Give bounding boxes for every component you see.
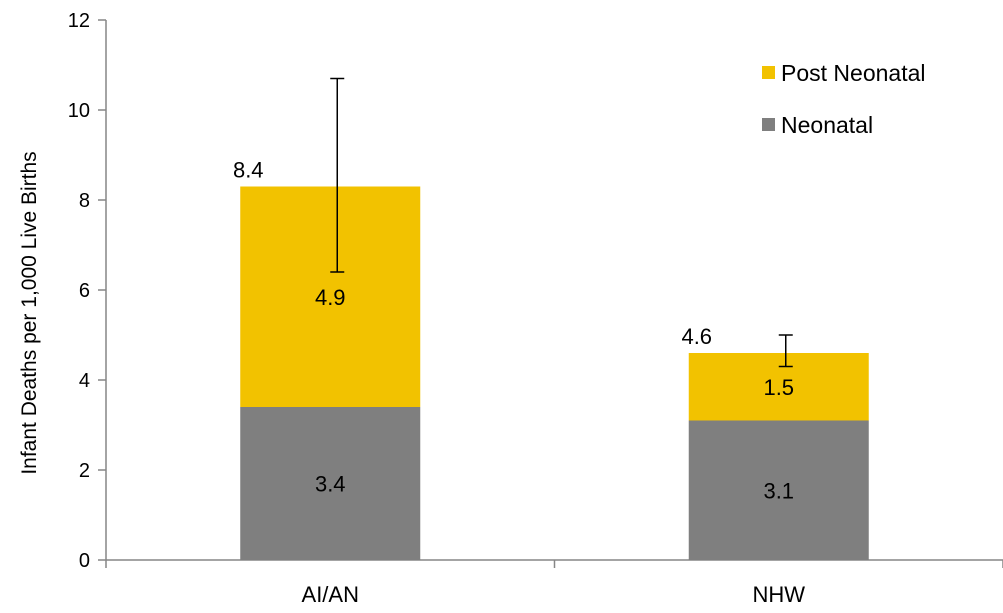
bar-segment-post-neonatal [688, 353, 869, 421]
total-value-label: 8.4 [233, 158, 264, 183]
y-tick-label: 10 [68, 100, 90, 122]
data-labels: 3.4 4.9 8.4 3.1 1.5 4.6 [233, 158, 794, 504]
x-category-label: NHW [752, 582, 805, 607]
bar-segment-neonatal [240, 407, 421, 560]
segment-value-label: 1.5 [763, 375, 794, 400]
x-category-label: AI/AN [302, 582, 359, 607]
y-tick-label: 8 [79, 190, 90, 212]
legend-label: Neonatal [781, 112, 873, 138]
error-bars [330, 77, 793, 368]
bars [240, 186, 869, 560]
y-axis-label: Infant Deaths per 1,000 Live Births [18, 151, 41, 474]
segment-value-label: 3.4 [315, 472, 346, 497]
bar-segment-neonatal [688, 420, 869, 560]
legend-swatch [762, 66, 775, 79]
bar-segment-post-neonatal [240, 186, 421, 407]
total-value-label: 4.6 [681, 324, 712, 349]
segment-value-label: 3.1 [763, 478, 794, 503]
y-tick-label: 2 [79, 460, 90, 482]
segment-value-label: 4.9 [315, 285, 346, 310]
y-tick-label: 0 [79, 550, 90, 572]
legend-swatch [762, 118, 775, 131]
y-tick-label: 4 [79, 370, 90, 392]
legend: Post Neonatal Neonatal [762, 60, 925, 138]
y-tick-label: 12 [68, 10, 90, 32]
legend-label: Post Neonatal [781, 60, 925, 86]
y-tick-label: 6 [79, 280, 90, 302]
